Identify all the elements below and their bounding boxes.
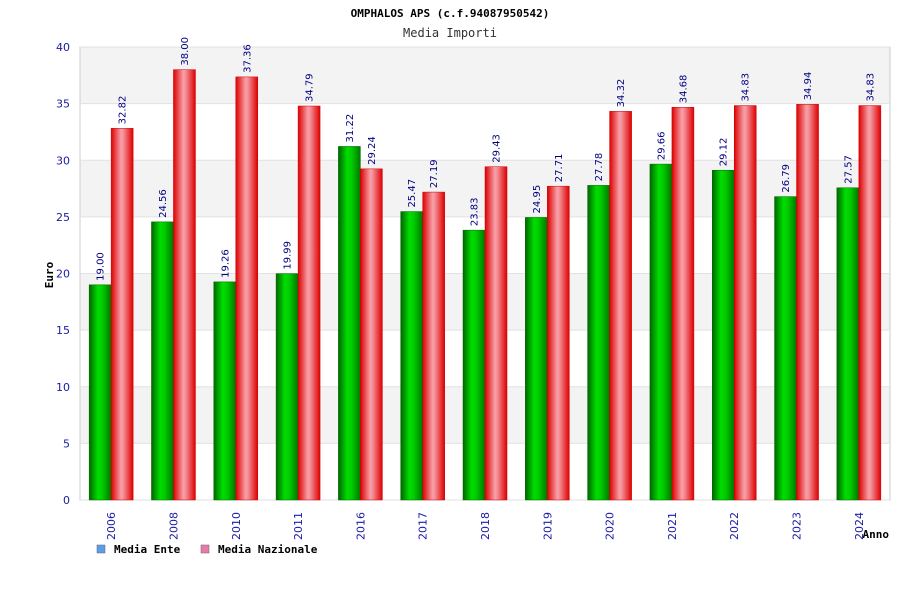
plot-band xyxy=(80,47,890,104)
y-tick-label: 35 xyxy=(56,98,70,111)
data-label: 31.22 xyxy=(345,114,356,143)
chart-subtitle: Media Importi xyxy=(403,26,497,40)
data-label: 29.66 xyxy=(656,131,667,160)
bar-media-ente-2017 xyxy=(400,211,423,501)
x-tick-label: 2023 xyxy=(791,512,804,540)
data-label: 25.47 xyxy=(407,179,418,208)
data-label: 24.56 xyxy=(158,189,169,218)
data-label: 23.83 xyxy=(470,197,481,226)
data-label: 19.00 xyxy=(96,252,107,281)
data-label: 29.12 xyxy=(719,138,730,167)
bar-media-nazionale-2024 xyxy=(858,105,882,501)
y-tick-label: 10 xyxy=(56,381,70,394)
x-tick-label: 2017 xyxy=(417,512,430,540)
bar-media-nazionale-2008 xyxy=(173,69,196,501)
x-tick-label: 2018 xyxy=(479,512,492,540)
x-axis-ticks: 2006 2008 2010 2011 2016 2017 2018 2019 2020 2021… xyxy=(105,512,866,540)
data-label: 34.79 xyxy=(305,73,316,102)
bar-media-nazionale-2021 xyxy=(671,106,695,501)
plot-band xyxy=(80,103,890,161)
bar-media-ente-2018 xyxy=(462,229,486,501)
data-labels: 19.00 32.82 24.56 38.00 19.26 37.36 19.99 34.79… xyxy=(96,37,877,281)
data-label: 34.83 xyxy=(741,73,752,102)
legend-item-media-nazionale: Media Nazionale xyxy=(200,543,318,556)
legend-label: Media Nazionale xyxy=(218,543,318,556)
data-label: 37.36 xyxy=(242,44,253,73)
data-label: 38.00 xyxy=(180,37,191,66)
data-label: 24.95 xyxy=(532,185,543,214)
x-tick-label: 2006 xyxy=(105,512,118,540)
bar-media-ente-2008 xyxy=(151,221,174,501)
bar-media-nazionale-2022 xyxy=(733,105,757,501)
bar-media-ente-2024 xyxy=(836,187,860,501)
bar-media-ente-2023 xyxy=(774,196,797,501)
x-tick-label: 2010 xyxy=(230,512,243,540)
x-tick-label: 2016 xyxy=(354,512,367,540)
data-label: 19.99 xyxy=(283,241,294,270)
data-label: 26.79 xyxy=(781,164,792,193)
x-tick-label: 2020 xyxy=(604,512,617,540)
data-label: 34.68 xyxy=(678,75,689,104)
legend: Media Ente Media Nazionale xyxy=(96,543,318,556)
bar-media-nazionale-2018 xyxy=(484,166,508,501)
y-tick-label: 30 xyxy=(56,154,70,167)
data-label: 27.19 xyxy=(429,159,440,188)
y-axis-ticks: 0 5 10 15 20 25 30 35 40 xyxy=(56,41,70,507)
data-label: 34.83 xyxy=(865,73,876,102)
data-label: 29.43 xyxy=(492,134,503,163)
bar-media-nazionale-2011 xyxy=(297,105,321,501)
bar-media-ente-2022 xyxy=(711,169,735,501)
bar-media-ente-2021 xyxy=(649,163,673,501)
x-tick-label: 2019 xyxy=(541,512,554,540)
legend-label: Media Ente xyxy=(114,543,181,556)
bar-media-ente-2010 xyxy=(213,281,237,501)
y-tick-label: 5 xyxy=(63,437,70,450)
bar-media-nazionale-2016 xyxy=(360,168,383,501)
chart-title: OMPHALOS APS (c.f.94087950542) xyxy=(351,7,550,20)
y-tick-label: 15 xyxy=(56,324,70,337)
y-tick-label: 25 xyxy=(56,211,70,224)
data-label: 34.94 xyxy=(803,72,814,101)
data-label: 27.78 xyxy=(594,153,605,182)
bar-media-nazionale-2019 xyxy=(547,185,570,501)
legend-swatch xyxy=(96,544,106,554)
data-label: 29.24 xyxy=(367,136,378,165)
bar-media-ente-2011 xyxy=(275,273,299,501)
bar-media-nazionale-2020 xyxy=(609,111,632,501)
data-label: 19.26 xyxy=(220,249,231,278)
x-tick-label: 2024 xyxy=(853,512,866,540)
legend-item-media-ente: Media Ente xyxy=(96,543,181,556)
x-tick-label: 2021 xyxy=(666,512,679,540)
legend-swatch xyxy=(200,544,210,554)
x-axis-label: Anno xyxy=(863,528,890,541)
bar-media-ente-2016 xyxy=(338,146,361,501)
y-tick-label: 0 xyxy=(63,494,70,507)
data-label: 32.82 xyxy=(118,96,129,125)
bars xyxy=(88,69,882,501)
bar-media-nazionale-2017 xyxy=(422,191,445,501)
bar-media-nazionale-2006 xyxy=(110,128,134,501)
x-tick-label: 2011 xyxy=(292,512,305,540)
x-tick-label: 2008 xyxy=(167,512,180,540)
y-tick-label: 20 xyxy=(56,268,70,281)
bar-media-nazionale-2010 xyxy=(235,76,259,501)
x-tick-label: 2022 xyxy=(728,512,741,540)
bar-media-ente-2020 xyxy=(587,185,610,501)
bar-media-nazionale-2023 xyxy=(796,104,819,501)
data-label: 27.57 xyxy=(843,155,854,184)
bar-media-ente-2006 xyxy=(88,284,112,501)
data-label: 27.71 xyxy=(554,154,565,183)
data-label: 34.32 xyxy=(616,79,627,108)
bar-media-ente-2019 xyxy=(525,217,548,501)
y-axis-label: Euro xyxy=(43,261,56,288)
y-tick-label: 40 xyxy=(56,41,70,54)
